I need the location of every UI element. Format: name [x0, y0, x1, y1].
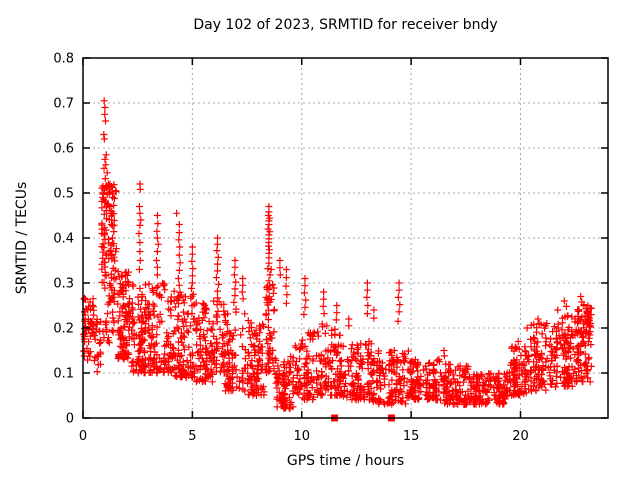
- y-tick-label: 0.5: [53, 187, 74, 202]
- y-tick-label: 0.3: [53, 277, 74, 292]
- x-tick-label: 0: [79, 429, 87, 444]
- grid-lines: [83, 58, 608, 418]
- tick-marks: [82, 57, 608, 419]
- y-tick-label: 0.2: [53, 322, 74, 337]
- x-axis-label: GPS time / hours: [286, 453, 405, 469]
- y-tick-label: 0.8: [53, 52, 74, 67]
- x-tick-label: 5: [188, 429, 196, 444]
- x-tick-label: 15: [403, 429, 420, 444]
- y-tick-label: 0.7: [53, 97, 74, 112]
- x-tick-label: 10: [293, 429, 310, 444]
- y-tick-label: 0.1: [53, 367, 74, 382]
- y-tick-label: 0.6: [53, 142, 74, 157]
- y-axis-label: SRMTID / TECUs: [14, 181, 30, 295]
- scatter-points: [80, 97, 595, 413]
- y-tick-label: 0: [66, 412, 74, 427]
- y-tick-label: 0.4: [53, 232, 74, 247]
- x-tick-label: 20: [512, 429, 529, 444]
- chart-title: Day 102 of 2023, SRMTID for receiver bnd…: [193, 17, 498, 33]
